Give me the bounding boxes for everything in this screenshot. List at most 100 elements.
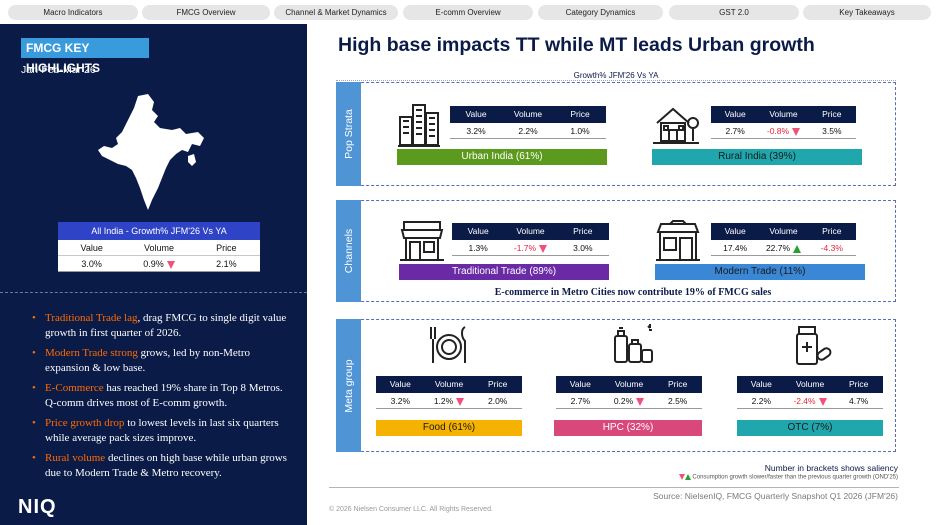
label-price: Price [216,243,237,253]
legend-text: Consumption growth slower/faster than th… [692,474,898,481]
table-header-row: Value Volume Price [711,106,856,123]
niq-logo: NIQ [18,496,57,518]
label-volume: Volume [614,379,644,389]
tab-category-dynamics[interactable]: Category Dynamics [538,5,663,20]
rural-india-table: Value Volume Price 2.7% -0.8% 3.5% [711,106,856,139]
label-price: Price [667,379,688,389]
hpc-value: 2.7% [570,396,591,406]
bullet-highlight: Traditional Trade lag [45,312,138,324]
label-volume: Volume [795,379,825,389]
plate-cutlery-icon [430,326,466,363]
india-map-icon [98,94,204,210]
bullet-text: to lowest levels in last six quarters wh… [45,417,279,444]
label-price: Price [822,109,842,119]
all-india-growth-table: All India - Growth% JFM'26 Vs YA Value V… [58,222,260,272]
modern-trade-bar: Modern Trade (11%) [655,264,865,280]
table-values-row: 2.2% -2.4% 4.7% [737,393,883,409]
label-price: Price [848,379,869,389]
all-india-price: 2.1% [216,259,237,269]
tab-gst-2[interactable]: GST 2.0 [669,5,799,20]
label-value: Value [569,379,591,389]
all-india-table-header: All India - Growth% JFM'26 Vs YA [58,222,260,240]
highlights-list: Traditional Trade lag, drag FMCG to sing… [32,311,294,486]
footer-divider [329,487,899,488]
label-value: Value [389,379,411,389]
tt-value: 1.3% [468,243,488,253]
hpc-volume-cell: 0.2% [605,393,654,408]
urban-price: 1.0% [570,126,590,136]
up-arrow-icon [684,474,691,480]
tab-key-takeaways[interactable]: Key Takeaways [803,5,931,20]
label-price: Price [822,226,842,236]
tab-fmcg-overview[interactable]: FMCG Overview [142,5,270,20]
otc-price: 4.7% [848,396,869,406]
urban-india-table: Value Volume Price 3.2% 2.2% 1.0% [450,106,606,139]
label-value: Value [465,109,487,119]
section-label-text: Meta group [342,358,355,413]
mt-volume: 22.7% [765,243,791,253]
list-item: Modern Trade strong grows, led by non-Me… [32,346,294,375]
down-arrow-icon [539,244,548,253]
section-label-text: Pop Strata [342,109,355,159]
food-volume-cell: 1.2% [425,393,474,408]
label-price: Price [573,226,593,236]
bullet-highlight: Rural volume [45,452,106,464]
label-volume: Volume [769,109,798,119]
saliency-note: Number in brackets shows saliency [764,463,898,473]
mt-value: 17.4% [723,243,748,253]
list-item: Traditional Trade lag, drag FMCG to sing… [32,311,294,340]
tab-channel-market-dynamics[interactable]: Channel & Market Dynamics [274,5,398,20]
food-table: Value Volume Price 3.2% 1.2% 2.0% [376,376,522,409]
bullet-text: grows, led by non-Metro expansion & low … [45,347,251,374]
down-arrow-icon [792,127,801,136]
label-value: Value [750,379,772,389]
tt-volume: -1.7% [513,243,537,253]
tt-price: 3.0% [573,243,593,253]
subheader-divider [336,80,896,81]
bullet-text: declines on high base while urban grows … [45,452,287,479]
label-volume: Volume [516,226,545,236]
channels-label: Channels [336,200,361,302]
supermarket-icon [656,220,700,261]
down-arrow-icon [678,474,685,480]
traditional-trade-table: Value Volume Price 1.3% -1.7% 3.0% [452,223,609,256]
table-header-row: Value Volume Price [376,376,522,393]
label-volume: Volume [143,243,174,253]
food-volume: 1.2% [433,396,454,406]
page-title: High base impacts TT while MT leads Urba… [338,34,815,56]
panel-title: FMCG KEY HIGHLIGHTS [21,38,149,75]
tab-macro-indicators[interactable]: Macro Indicators [8,5,138,20]
label-volume: Volume [513,109,543,119]
tt-volume-cell: -1.7% [504,240,556,255]
label-price: Price [487,379,508,389]
table-header-row: Value Volume Price [711,223,856,240]
rural-volume-cell: -0.8% [759,123,807,138]
food-price: 2.0% [487,396,508,406]
table-header-row: Value Volume Price [450,106,606,123]
up-arrow-icon [793,244,802,253]
bullet-highlight: E-Commerce [45,382,104,394]
label-volume: Volume [769,226,798,236]
hpc-bar: HPC (32%) [554,420,702,436]
list-item: Price growth drop to lowest levels in la… [32,416,294,445]
traditional-trade-bar: Traditional Trade (89%) [399,264,609,280]
otc-volume: -2.4% [793,396,816,406]
arrow-legend: Consumption growth slower/faster than th… [640,474,898,481]
hpc-volume: 0.2% [613,396,634,406]
otc-volume-cell: -2.4% [786,393,835,408]
mt-volume-cell: 22.7% [759,240,807,255]
label-value: Value [467,226,489,236]
urban-value: 3.2% [466,126,486,136]
section-label-text: Channels [342,228,355,274]
modern-trade-table: Value Volume Price 17.4% 22.7% -4.3% [711,223,856,256]
all-india-volume: 0.9% [143,259,164,269]
table-values-row: 2.7% -0.8% 3.5% [711,123,856,139]
highlights-panel: FMCG KEY HIGHLIGHTS Jan-Feb-Mar 26 All I… [0,24,307,525]
rural-house-icon [653,107,699,144]
bullet-text: , drag FMCG to single digit value growth… [45,312,287,339]
ecommerce-note: E-commerce in Metro Cities now contribut… [494,287,772,298]
tab-ecomm-overview[interactable]: E-comm Overview [403,5,533,20]
rural-price: 3.5% [822,126,842,136]
hpc-price: 2.5% [667,396,688,406]
hpc-table: Value Volume Price 2.7% 0.2% 2.5% [556,376,702,409]
